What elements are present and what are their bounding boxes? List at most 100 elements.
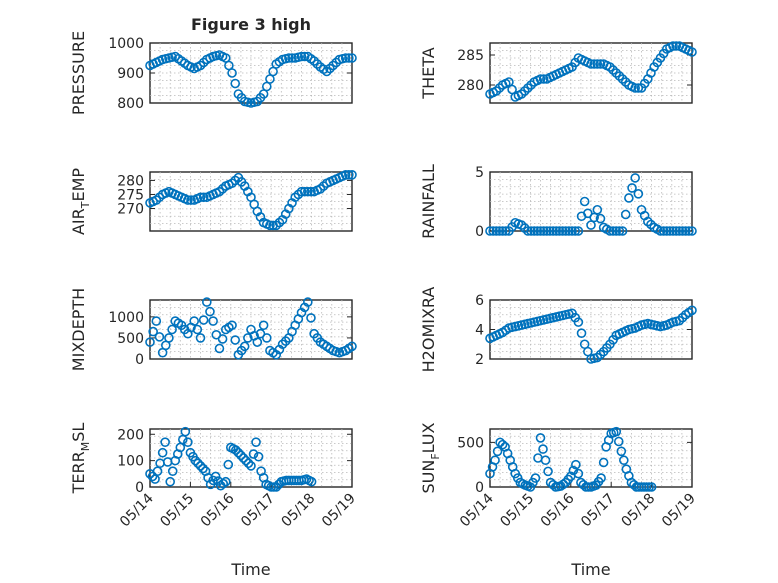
data-point xyxy=(668,226,678,236)
y-tick-label: 270 xyxy=(117,202,144,218)
x-tick-label: 05/14 xyxy=(457,490,497,530)
y-axis-label: RAINFALL xyxy=(419,164,438,239)
y-tick-label: 280 xyxy=(117,173,144,189)
data-point xyxy=(214,343,225,354)
data-point xyxy=(492,446,503,457)
x-axis-label: Time xyxy=(570,560,610,579)
x-tick-label: 05/18 xyxy=(279,491,319,531)
data-point xyxy=(180,426,191,437)
data-point xyxy=(255,328,266,339)
data-point xyxy=(616,446,627,457)
y-tick-label: 6 xyxy=(475,293,484,309)
data-point xyxy=(494,226,505,236)
y-tick-label: 800 xyxy=(117,96,144,112)
data-point xyxy=(183,195,193,205)
data-point xyxy=(491,226,502,236)
data-point xyxy=(261,333,272,343)
subplot-6: 2 4 6 H2OMIXRA xyxy=(419,287,697,372)
data-point xyxy=(230,335,241,345)
x-tick-label: 05/19 xyxy=(659,491,699,531)
data-point xyxy=(248,449,259,459)
y-tick-label: 0 xyxy=(135,352,144,368)
data-point xyxy=(655,226,666,236)
data-point xyxy=(535,433,546,443)
data-series xyxy=(145,297,357,360)
data-point xyxy=(306,186,316,197)
data-point xyxy=(551,226,562,236)
data-point xyxy=(619,455,629,466)
data-point xyxy=(529,226,539,236)
y-tick-label: 2 xyxy=(475,352,484,368)
y-tick-label: 280 xyxy=(457,78,484,94)
data-point xyxy=(186,195,196,205)
y-tick-label: 5 xyxy=(475,165,484,181)
data-point xyxy=(296,186,307,197)
grid xyxy=(490,429,692,487)
y-axis-label: MIXDEPTH xyxy=(69,288,88,371)
data-point xyxy=(183,437,193,447)
x-tick-label: 05/16 xyxy=(538,490,578,530)
data-point xyxy=(154,332,165,342)
data-point xyxy=(595,59,606,69)
data-point xyxy=(530,473,541,483)
data-point xyxy=(598,457,609,468)
x-tick-label: 05/17 xyxy=(578,491,618,531)
data-point xyxy=(251,437,261,447)
data-point xyxy=(306,313,316,323)
y-axis-label: AIRTEMP xyxy=(69,168,92,235)
y-axis-label-suffix: EMP xyxy=(69,168,88,202)
data-point xyxy=(542,226,552,236)
data-point xyxy=(306,476,317,487)
data-point xyxy=(220,476,231,487)
x-tick-label: 05/19 xyxy=(319,491,359,531)
data-point xyxy=(633,83,644,93)
data-point xyxy=(567,226,577,236)
y-tick-label: 285 xyxy=(457,48,484,64)
data-point xyxy=(674,226,685,236)
x-tick-label: 05/18 xyxy=(619,491,659,531)
x-axis-label: Time xyxy=(230,560,270,579)
data-series xyxy=(145,170,357,231)
data-point xyxy=(160,437,170,447)
data-point xyxy=(633,189,644,199)
data-point xyxy=(545,226,555,236)
data-point xyxy=(687,47,697,57)
data-point xyxy=(532,226,543,236)
data-point xyxy=(165,476,175,487)
data-point xyxy=(620,209,631,220)
data-point xyxy=(586,220,596,230)
y-tick-label: 0 xyxy=(475,224,484,240)
data-point xyxy=(630,83,640,93)
data-point xyxy=(677,226,688,236)
data-point xyxy=(630,173,640,183)
data-point xyxy=(485,226,495,236)
subplot-8: 0 500 05/14 05/15 05/16 05/17 05/18 05/19 Time SU… xyxy=(419,422,699,579)
data-point xyxy=(687,226,697,236)
data-point xyxy=(227,68,237,78)
y-tick-label: 0 xyxy=(475,480,484,496)
data-point xyxy=(227,320,237,331)
data-point xyxy=(253,451,264,462)
data-point xyxy=(611,426,622,437)
data-point xyxy=(223,459,234,470)
data-point xyxy=(557,226,568,236)
data-point xyxy=(167,466,178,476)
data-point xyxy=(205,306,215,317)
data-point xyxy=(167,324,177,335)
data-point xyxy=(303,297,313,307)
data-point xyxy=(210,471,221,482)
subplot-7: 0 100 200 05/14 05/15 05/16 05/17 05/18 05/19 Tim… xyxy=(69,423,359,579)
data-point xyxy=(671,226,682,236)
data-point xyxy=(231,445,241,455)
data-point xyxy=(538,226,549,236)
data-point xyxy=(592,204,603,215)
data-point xyxy=(271,482,282,492)
data-point xyxy=(608,226,618,236)
data-point xyxy=(164,333,174,343)
data-point xyxy=(198,315,209,325)
y-tick-label: 900 xyxy=(117,66,144,82)
data-point xyxy=(243,458,254,469)
data-point xyxy=(490,455,500,466)
data-series xyxy=(485,173,697,236)
data-point xyxy=(671,41,682,51)
